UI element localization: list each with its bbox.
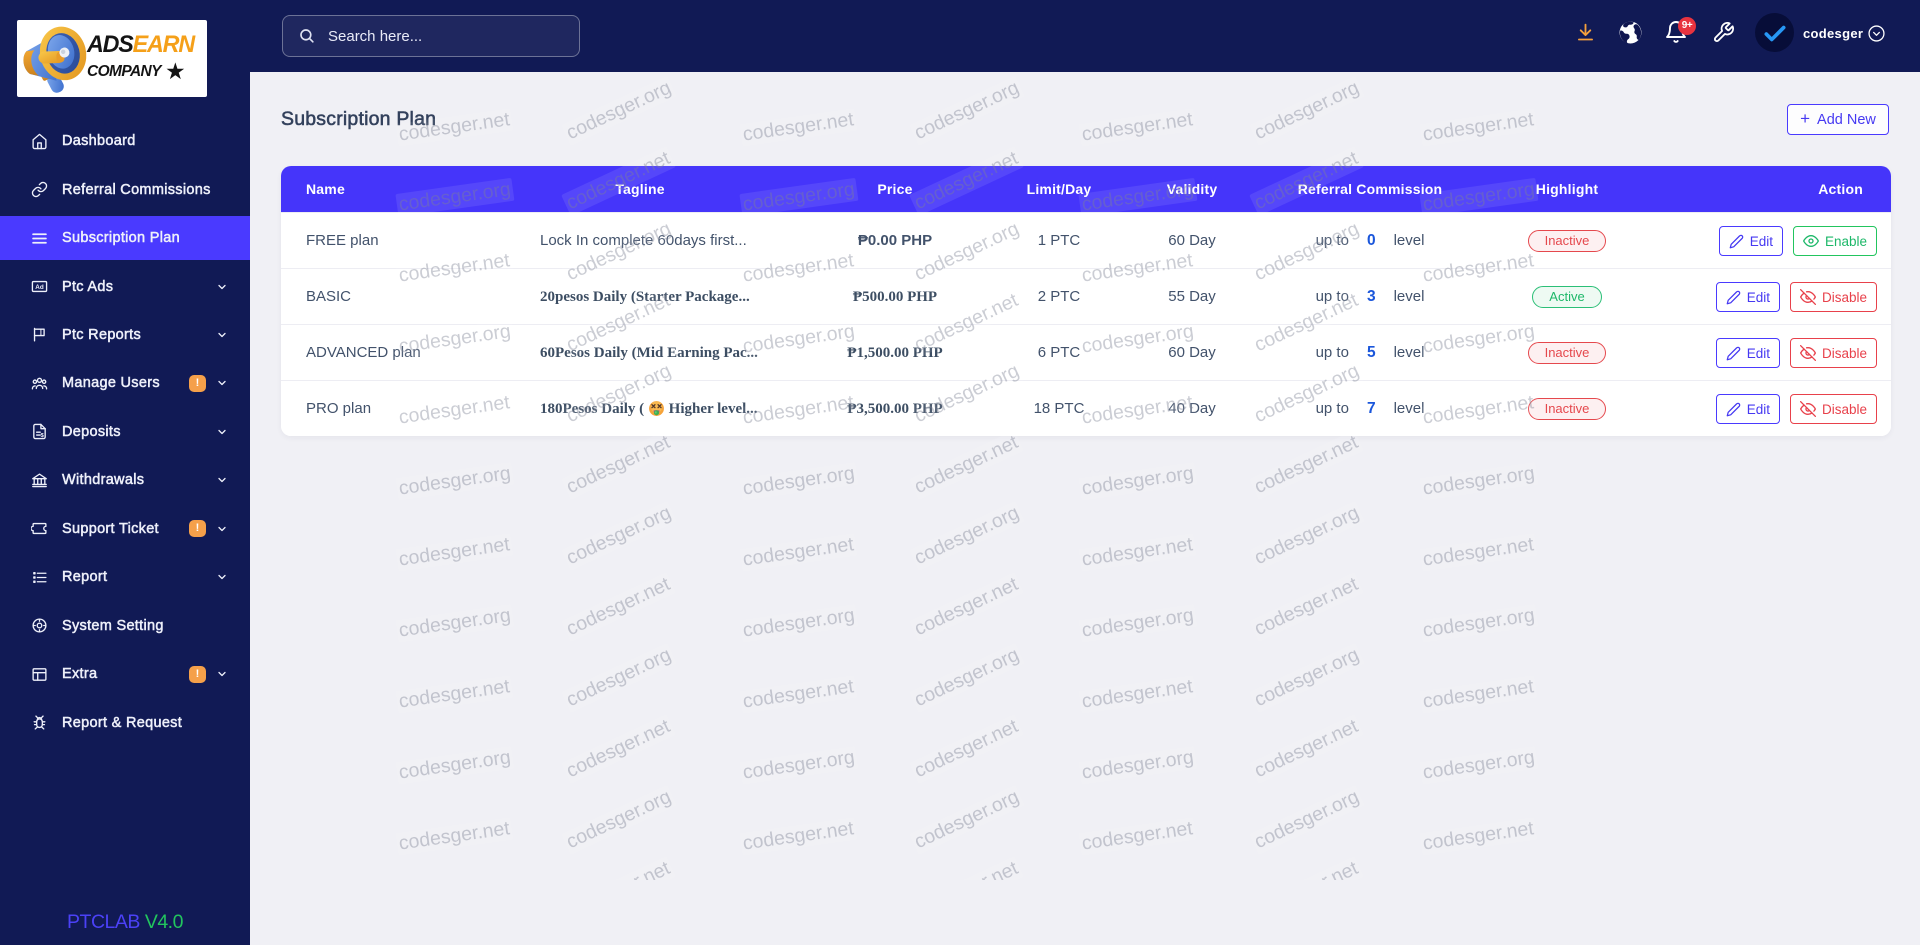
svg-text:$: $ xyxy=(41,433,45,439)
svg-text:Ad: Ad xyxy=(35,284,44,291)
